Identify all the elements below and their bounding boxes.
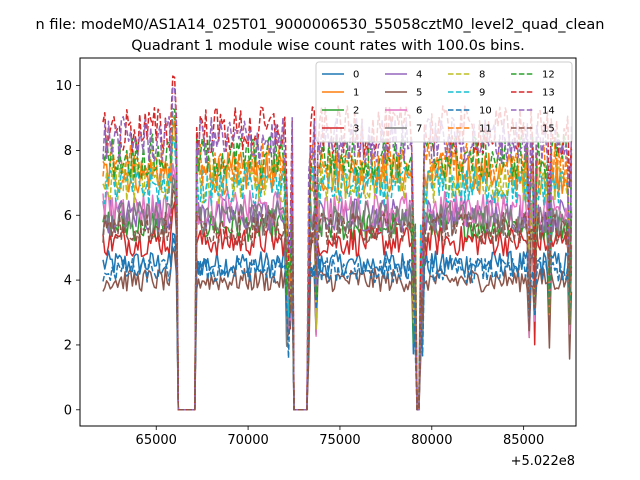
series-line-11 [102, 115, 573, 411]
legend-label-14: 14 [542, 106, 555, 117]
plot-area [102, 75, 573, 411]
x-tick-label: 70000 [227, 433, 268, 448]
legend-label-6: 6 [416, 106, 422, 117]
x-tick-label: 65000 [136, 433, 177, 448]
x-tick-label: 75000 [319, 433, 360, 448]
figure-suptitle: n file: modeM0/AS1A14_025T01_9000006530_… [36, 17, 605, 33]
legend-label-1: 1 [353, 88, 359, 99]
x-tick-label: 80000 [411, 433, 452, 448]
chart-title: Quadrant 1 module wise count rates with … [131, 38, 525, 54]
legend-label-12: 12 [542, 70, 555, 81]
legend-label-3: 3 [353, 124, 359, 135]
y-tick-label: 6 [64, 209, 72, 224]
legend-label-7: 7 [416, 124, 422, 135]
series-line-15 [102, 188, 573, 411]
y-tick-label: 8 [64, 144, 72, 159]
legend-label-2: 2 [353, 106, 359, 117]
x-tick-label: 85000 [503, 433, 544, 448]
y-tick-label: 10 [55, 79, 72, 94]
x-axis: 65000 70000 75000 80000 85000 [136, 426, 544, 448]
legend-label-8: 8 [479, 70, 485, 81]
legend-label-11: 11 [479, 124, 492, 135]
legend-label-10: 10 [479, 106, 492, 117]
legend-label-0: 0 [353, 70, 359, 81]
axes-frame [79, 57, 577, 427]
legend-box [315, 61, 573, 143]
y-tick-label: 2 [64, 338, 72, 353]
x-offset-label: +5.022e8 [511, 454, 575, 469]
y-axis: 0 2 4 6 8 10 [55, 79, 80, 418]
legend-label-13: 13 [542, 88, 555, 99]
legend-label-9: 9 [479, 88, 485, 99]
legend-label-5: 5 [416, 88, 422, 99]
y-tick-label: 4 [64, 274, 72, 289]
y-tick-label: 0 [64, 403, 72, 418]
legend-label-4: 4 [416, 70, 422, 81]
legend-label-15: 15 [542, 124, 555, 135]
